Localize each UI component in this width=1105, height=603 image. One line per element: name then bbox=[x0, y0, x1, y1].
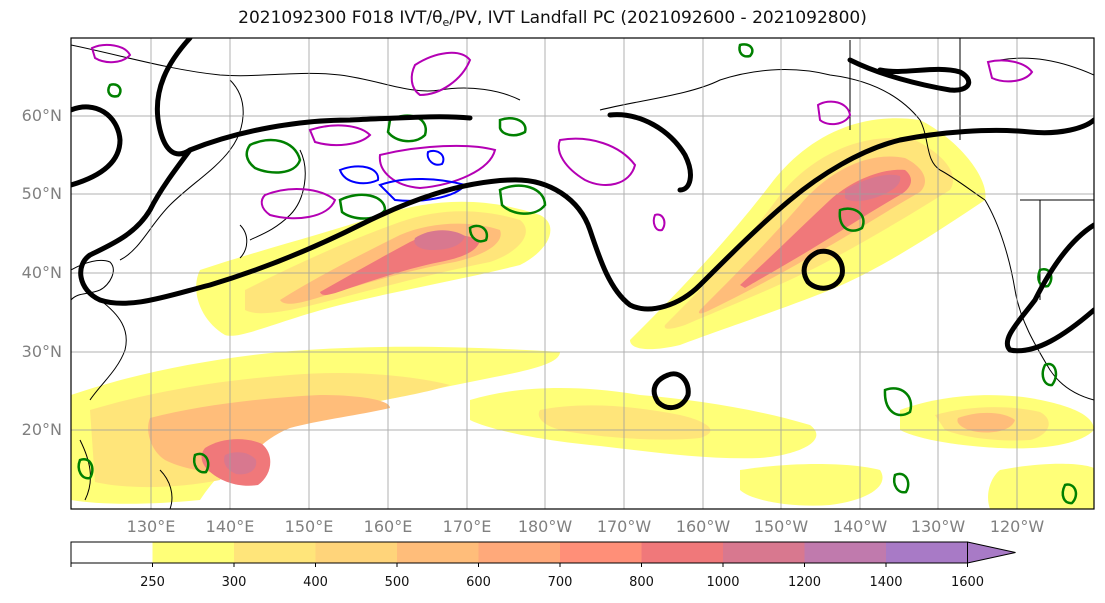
colorbar-segment bbox=[560, 542, 642, 563]
map-frame bbox=[70, 37, 1095, 510]
colorbar-label: 500 bbox=[384, 575, 410, 590]
lat-tick-label: 60°N bbox=[21, 106, 62, 125]
colorbar-label: 250 bbox=[140, 575, 165, 590]
landfall-contours bbox=[71, 38, 1094, 411]
ivt-band-500 bbox=[957, 412, 1015, 433]
lon-tick-label: 130°W bbox=[910, 517, 966, 536]
colorbar-label: 400 bbox=[303, 575, 328, 590]
lon-tick-label: 170°E bbox=[442, 517, 492, 536]
map-title: 2021092300 F018 IVT/θe/PV, IVT Landfall … bbox=[238, 8, 867, 29]
colorbar-segment bbox=[71, 542, 153, 563]
colorbar-extend-arrow bbox=[967, 541, 1016, 564]
colorbar bbox=[70, 541, 1016, 567]
lat-tick-label: 20°N bbox=[21, 420, 62, 439]
colorbar-label: 1600 bbox=[950, 575, 985, 590]
ivt-shading bbox=[71, 118, 1094, 509]
ivt-band-1200 bbox=[845, 174, 901, 202]
lon-tick-label: 180°W bbox=[517, 517, 573, 536]
colorbar-segment bbox=[804, 542, 887, 563]
lon-tick-label: 160°E bbox=[363, 517, 413, 536]
ivt-band-250 bbox=[988, 463, 1094, 509]
colorbar-segment bbox=[886, 542, 968, 563]
colorbar-label: 1400 bbox=[869, 575, 903, 590]
lon-tick-label: 120°W bbox=[989, 517, 1045, 536]
ivt-band-250 bbox=[740, 464, 883, 506]
lon-tick-label: 140°W bbox=[832, 517, 888, 536]
colorbar-outline bbox=[70, 541, 968, 564]
colorbar-label: 1000 bbox=[706, 575, 740, 590]
lon-tick-label: 140°E bbox=[205, 517, 255, 536]
lon-tick-label: 130°E bbox=[126, 517, 176, 536]
lon-tick-label: 160°W bbox=[675, 517, 731, 536]
pv-contours bbox=[90, 43, 1034, 232]
lat-tick-label: 50°N bbox=[21, 184, 62, 203]
ivt-band-300 bbox=[538, 405, 711, 440]
lat-tick-label: 40°N bbox=[21, 263, 62, 282]
colorbar-segment bbox=[234, 542, 316, 563]
colorbar-label: 1200 bbox=[787, 575, 822, 590]
lon-tick-label: 150°W bbox=[753, 517, 809, 536]
ivt-band-1200 bbox=[414, 230, 465, 250]
colorbar-label: 600 bbox=[466, 575, 491, 590]
colorbar-segment bbox=[641, 542, 724, 563]
colorbar-label: 800 bbox=[629, 575, 654, 590]
colorbar-segment bbox=[397, 542, 479, 563]
lon-tick-label: 170°W bbox=[596, 517, 652, 536]
colorbar-label: 300 bbox=[221, 575, 247, 590]
colorbar-label: 700 bbox=[547, 575, 573, 590]
lon-tick-label: 150°E bbox=[284, 517, 334, 536]
colorbar-segment bbox=[315, 542, 398, 563]
lat-tick-label: 30°N bbox=[21, 342, 62, 361]
ivt-band-1200 bbox=[224, 452, 257, 475]
colorbar-segment bbox=[723, 542, 805, 563]
colorbar-segment bbox=[478, 542, 561, 563]
colorbar-segment bbox=[152, 542, 235, 563]
